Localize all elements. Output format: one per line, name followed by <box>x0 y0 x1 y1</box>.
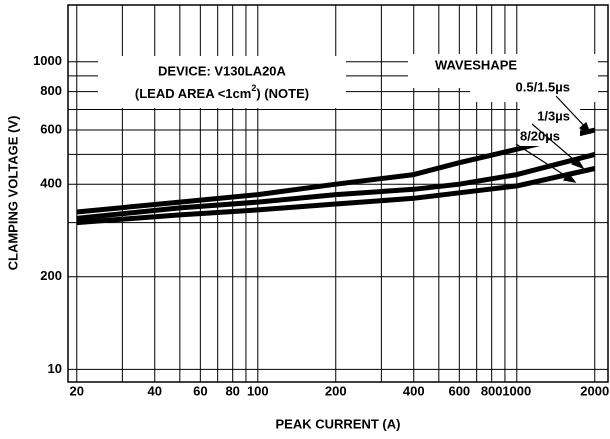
arrow <box>531 123 581 166</box>
series-line <box>76 127 596 215</box>
x-tick-label: 20 <box>70 383 84 398</box>
arrow-head <box>578 122 592 135</box>
x-tick-label: 400 <box>403 383 425 398</box>
x-tick-label: 40 <box>147 383 161 398</box>
legend-label: 1/3µs <box>537 108 570 123</box>
annotation-box <box>98 56 346 108</box>
x-tick-label: 1000 <box>502 383 531 398</box>
series-line <box>76 151 596 221</box>
arrow-head <box>570 156 585 170</box>
legend-title: WAVESHAPE <box>435 57 517 72</box>
x-axis-title: PEAK CURRENT (A) <box>276 416 401 431</box>
arrow-head <box>563 171 577 183</box>
x-tick-label: 2000 <box>580 383 609 398</box>
y-tick-label: 10 <box>48 361 62 376</box>
curves <box>76 127 596 226</box>
x-tick-label: 600 <box>448 383 470 398</box>
x-tick-label: 100 <box>247 383 269 398</box>
y-tick-label: 1000 <box>33 53 62 68</box>
legend-label: 0.5/1.5µs <box>516 79 570 94</box>
y-tick-label: 800 <box>40 83 62 98</box>
x-tick-label: 800 <box>481 383 503 398</box>
annotation: 2 <box>251 83 256 93</box>
x-tick-label: 60 <box>193 383 207 398</box>
annotation: (LEAD AREA <1cm <box>135 86 251 101</box>
legend-box <box>408 54 598 88</box>
y-tick-label: 400 <box>40 176 62 191</box>
x-tick-label: 200 <box>325 383 347 398</box>
annotation: ) (NOTE) <box>256 86 309 101</box>
annotation: DEVICE: V130LA20A <box>158 63 286 78</box>
y-tick-label: 200 <box>40 268 62 283</box>
y-tick-label: 600 <box>40 121 62 136</box>
arrow <box>515 143 573 181</box>
plot-frame <box>67 4 609 383</box>
arrows <box>515 95 592 183</box>
series-line <box>76 166 596 226</box>
y-axis-title: CLAMPING VOLTAGE (V) <box>5 116 20 271</box>
arrow <box>555 95 589 131</box>
x-tick-label: 80 <box>225 383 239 398</box>
legend-box <box>470 88 598 102</box>
annotation: (LEAD AREA <1cm2) (NOTE) <box>135 83 309 101</box>
